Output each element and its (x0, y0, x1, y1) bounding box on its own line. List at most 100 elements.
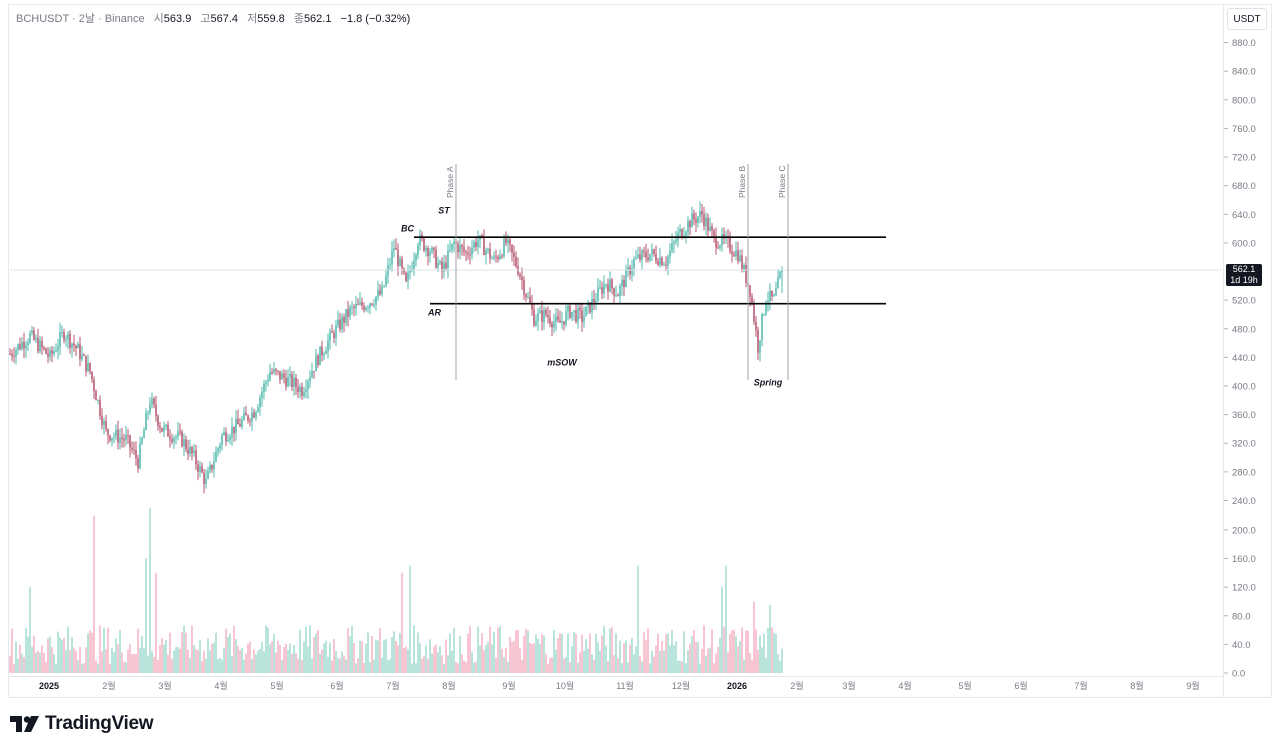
volume-bar (713, 663, 715, 673)
candle-body (701, 211, 703, 215)
volume-bar (457, 663, 459, 673)
volume-bar (729, 634, 731, 673)
candle-body (21, 342, 23, 350)
candle-body (67, 333, 69, 340)
candle-body (489, 248, 491, 259)
volume-bar (9, 655, 11, 673)
candle-body (295, 377, 297, 387)
currency-unit-button[interactable]: USDT (1227, 8, 1267, 30)
volume-bar (351, 625, 353, 673)
phase-label: Phase A (445, 166, 455, 198)
candle-body (633, 258, 635, 269)
volume-bar (771, 627, 773, 673)
wyckoff-annotation: BC (401, 224, 414, 234)
volume-bar (461, 654, 463, 673)
candle-body (765, 302, 767, 315)
volume-bar (345, 659, 347, 673)
volume-bar (209, 650, 211, 673)
candle-body (307, 381, 309, 390)
chart-canvas[interactable]: Phase A Phase B Phase C BC ST AR mSOW Spring 88… (0, 0, 1280, 700)
candle-body (297, 386, 299, 393)
candle-body (277, 370, 279, 372)
volume-bar (229, 633, 231, 673)
volume-bar (235, 639, 237, 673)
candle-body (713, 230, 715, 236)
candle-body (453, 241, 455, 244)
candle-body (245, 412, 247, 416)
volume-bar (561, 633, 563, 673)
volume-bar (71, 637, 73, 673)
candle-body (561, 321, 563, 323)
volume-bar (301, 659, 303, 673)
candle-body (17, 344, 19, 350)
volume-bar (781, 648, 783, 673)
candle-body (191, 447, 193, 454)
candle-body (565, 311, 567, 325)
volume-bar (645, 640, 647, 673)
candle-body (45, 348, 47, 354)
volume-bar (605, 645, 607, 673)
candle-body (35, 338, 37, 340)
candle-body (529, 296, 531, 304)
volume-bar (499, 626, 501, 673)
candle-body (657, 261, 659, 265)
candle-body (75, 345, 77, 349)
candle-body (301, 386, 303, 397)
candle-body (615, 295, 617, 297)
volume-bar (129, 644, 131, 673)
volume-bar (749, 653, 751, 673)
symbol-name[interactable]: BCHUSDT (16, 13, 69, 25)
candle-body (699, 211, 701, 217)
candle-body (249, 420, 251, 422)
chart-pane[interactable] (8, 4, 1272, 698)
candle-body (549, 317, 551, 324)
volume-bar (459, 635, 461, 673)
candle-body (287, 377, 289, 387)
volume-bar (477, 626, 479, 673)
volume-bar (475, 661, 477, 673)
volume-bar (573, 632, 575, 673)
volume-bar (55, 663, 57, 673)
candle-body (571, 311, 573, 318)
candle-body (289, 374, 291, 378)
candle-body (19, 344, 21, 350)
volume-bar (21, 653, 23, 673)
candle-body (199, 466, 201, 472)
volume-bar (455, 661, 457, 673)
volume-bar (297, 658, 299, 673)
time-tick-label: 5월 (958, 680, 971, 691)
candle-body (767, 300, 769, 303)
candle-body (83, 354, 85, 356)
volume-bar (237, 645, 239, 673)
candle-body (345, 309, 347, 323)
volume-bar (575, 633, 577, 673)
candle-body (109, 435, 111, 441)
volume-bar (197, 650, 199, 673)
volume-bar (171, 659, 173, 673)
volume-bar (423, 656, 425, 673)
candle-body (315, 355, 317, 372)
candle-body (637, 254, 639, 258)
candle-body (49, 350, 51, 357)
candle-body (151, 398, 153, 405)
volume-bar (261, 642, 263, 673)
volume-bar (25, 627, 27, 673)
volume-bar (677, 660, 679, 673)
volume-bar (287, 649, 289, 673)
volume-bar (259, 648, 261, 673)
symbol-legend[interactable]: BCHUSDT · 2날 · Binance 시563.9 고567.4 저55… (16, 13, 411, 25)
volume-bar (175, 647, 177, 673)
candle-body (673, 241, 675, 244)
time-tick-label: 8월 (1130, 680, 1143, 691)
candle-body (71, 343, 73, 348)
candle-body (105, 421, 107, 430)
volume-bar (377, 640, 379, 673)
volume-bar (73, 647, 75, 673)
wyckoff-annotation: ST (438, 206, 451, 216)
candle-body (271, 372, 273, 374)
volume-bar (381, 657, 383, 673)
candle-body (543, 309, 545, 322)
candle-body (555, 316, 557, 322)
candle-body (375, 296, 377, 305)
volume-bar (675, 641, 677, 673)
